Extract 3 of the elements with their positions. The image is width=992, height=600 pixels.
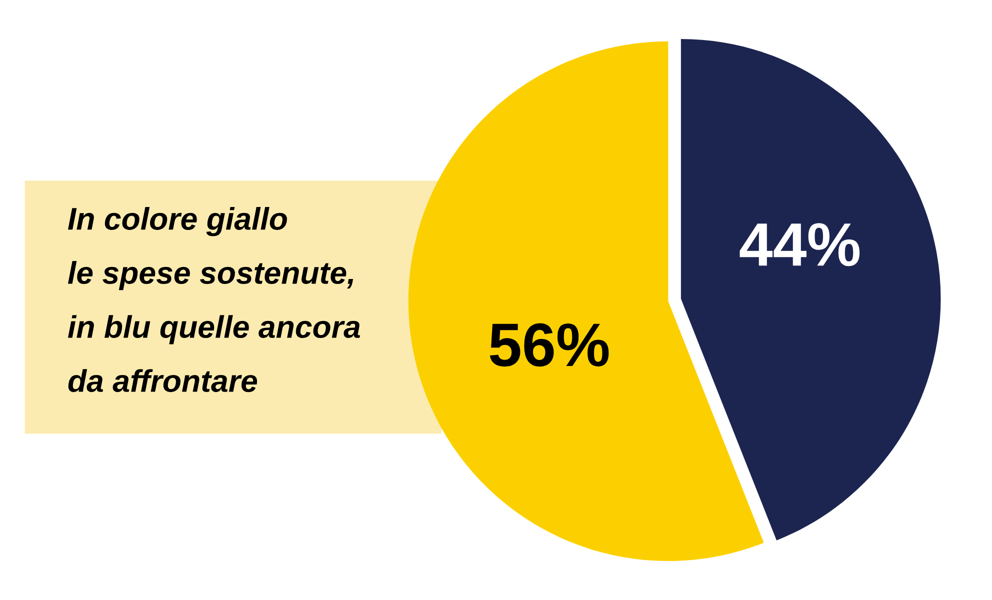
data-label: 44%: [740, 223, 860, 266]
text: In colore giallo le spese sostenute, in blu quelle ancora da affrontare: [68, 207, 360, 392]
data-label: 56%: [490, 323, 609, 367]
